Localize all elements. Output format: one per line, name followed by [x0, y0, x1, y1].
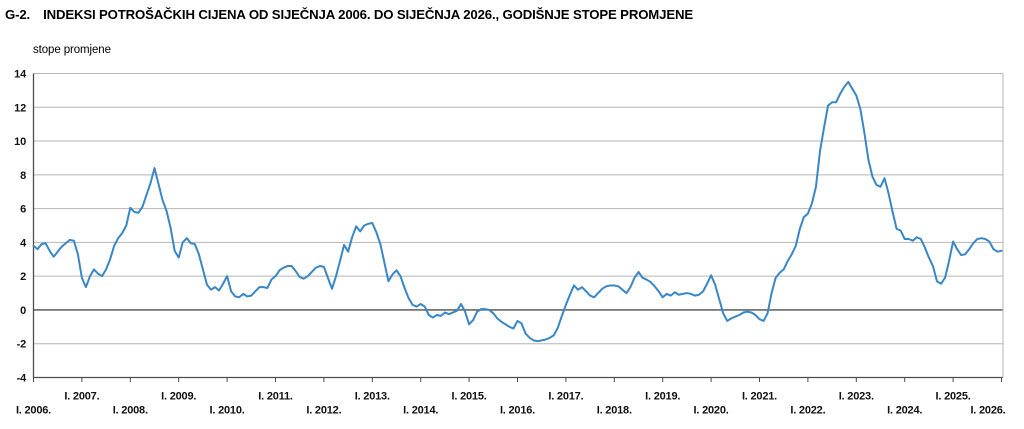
cpi-series-line [32, 80, 1003, 343]
x-tick-label: I. 2009. [161, 391, 196, 403]
x-tick-label: I. 2014. [403, 405, 438, 417]
y-tick-label: 8 [20, 170, 26, 182]
chart-title-text: INDEKSI POTROŠAČKIH CIJENA OD SIJEČNJA 2… [43, 7, 693, 22]
x-tick-label: I. 2017. [548, 391, 583, 403]
x-tick-label: I. 2018. [597, 405, 632, 417]
x-tick-label: I. 2006. [16, 405, 51, 417]
x-tick-label: I. 2010. [210, 405, 245, 417]
y-tick-label: 12 [14, 102, 26, 114]
y-tick-label: 2 [20, 271, 26, 283]
x-tick-label: I. 2013. [355, 391, 390, 403]
x-tick-label: I. 2022. [790, 405, 825, 417]
x-tick-label: I. 2020. [694, 405, 729, 417]
x-tick-label: I. 2023. [839, 391, 874, 403]
x-tick-label: I. 2025. [936, 391, 971, 403]
y-tick-label: 14 [14, 69, 27, 81]
y-tick-label: 4 [20, 237, 27, 249]
chart-code: G-2. [5, 7, 31, 22]
y-tick-label: 10 [14, 136, 26, 148]
x-tick-label: I. 2026. [970, 405, 1005, 417]
chart-title: G-2. INDEKSI POTROŠAČKIH CIJENA OD SIJEČN… [5, 7, 693, 22]
x-tick-label: I. 2011. [258, 391, 293, 403]
x-tick-label: I. 2015. [452, 391, 487, 403]
y-tick-label: -2 [17, 339, 26, 351]
y-tick-label: -4 [17, 373, 27, 385]
x-tick-label: I. 2016. [500, 405, 535, 417]
x-tick-label: I. 2012. [306, 405, 341, 417]
x-tick-label: I. 2024. [887, 405, 922, 417]
y-axis-label: stope promjene [33, 44, 111, 56]
x-tick-label: I. 2019. [645, 391, 680, 403]
x-tick-label: I. 2007. [64, 391, 99, 403]
x-tick-label: I. 2021. [742, 391, 777, 403]
y-tick-label: 0 [20, 305, 26, 317]
y-tick-label: 6 [20, 204, 26, 216]
x-tick-label: I. 2008. [113, 405, 148, 417]
